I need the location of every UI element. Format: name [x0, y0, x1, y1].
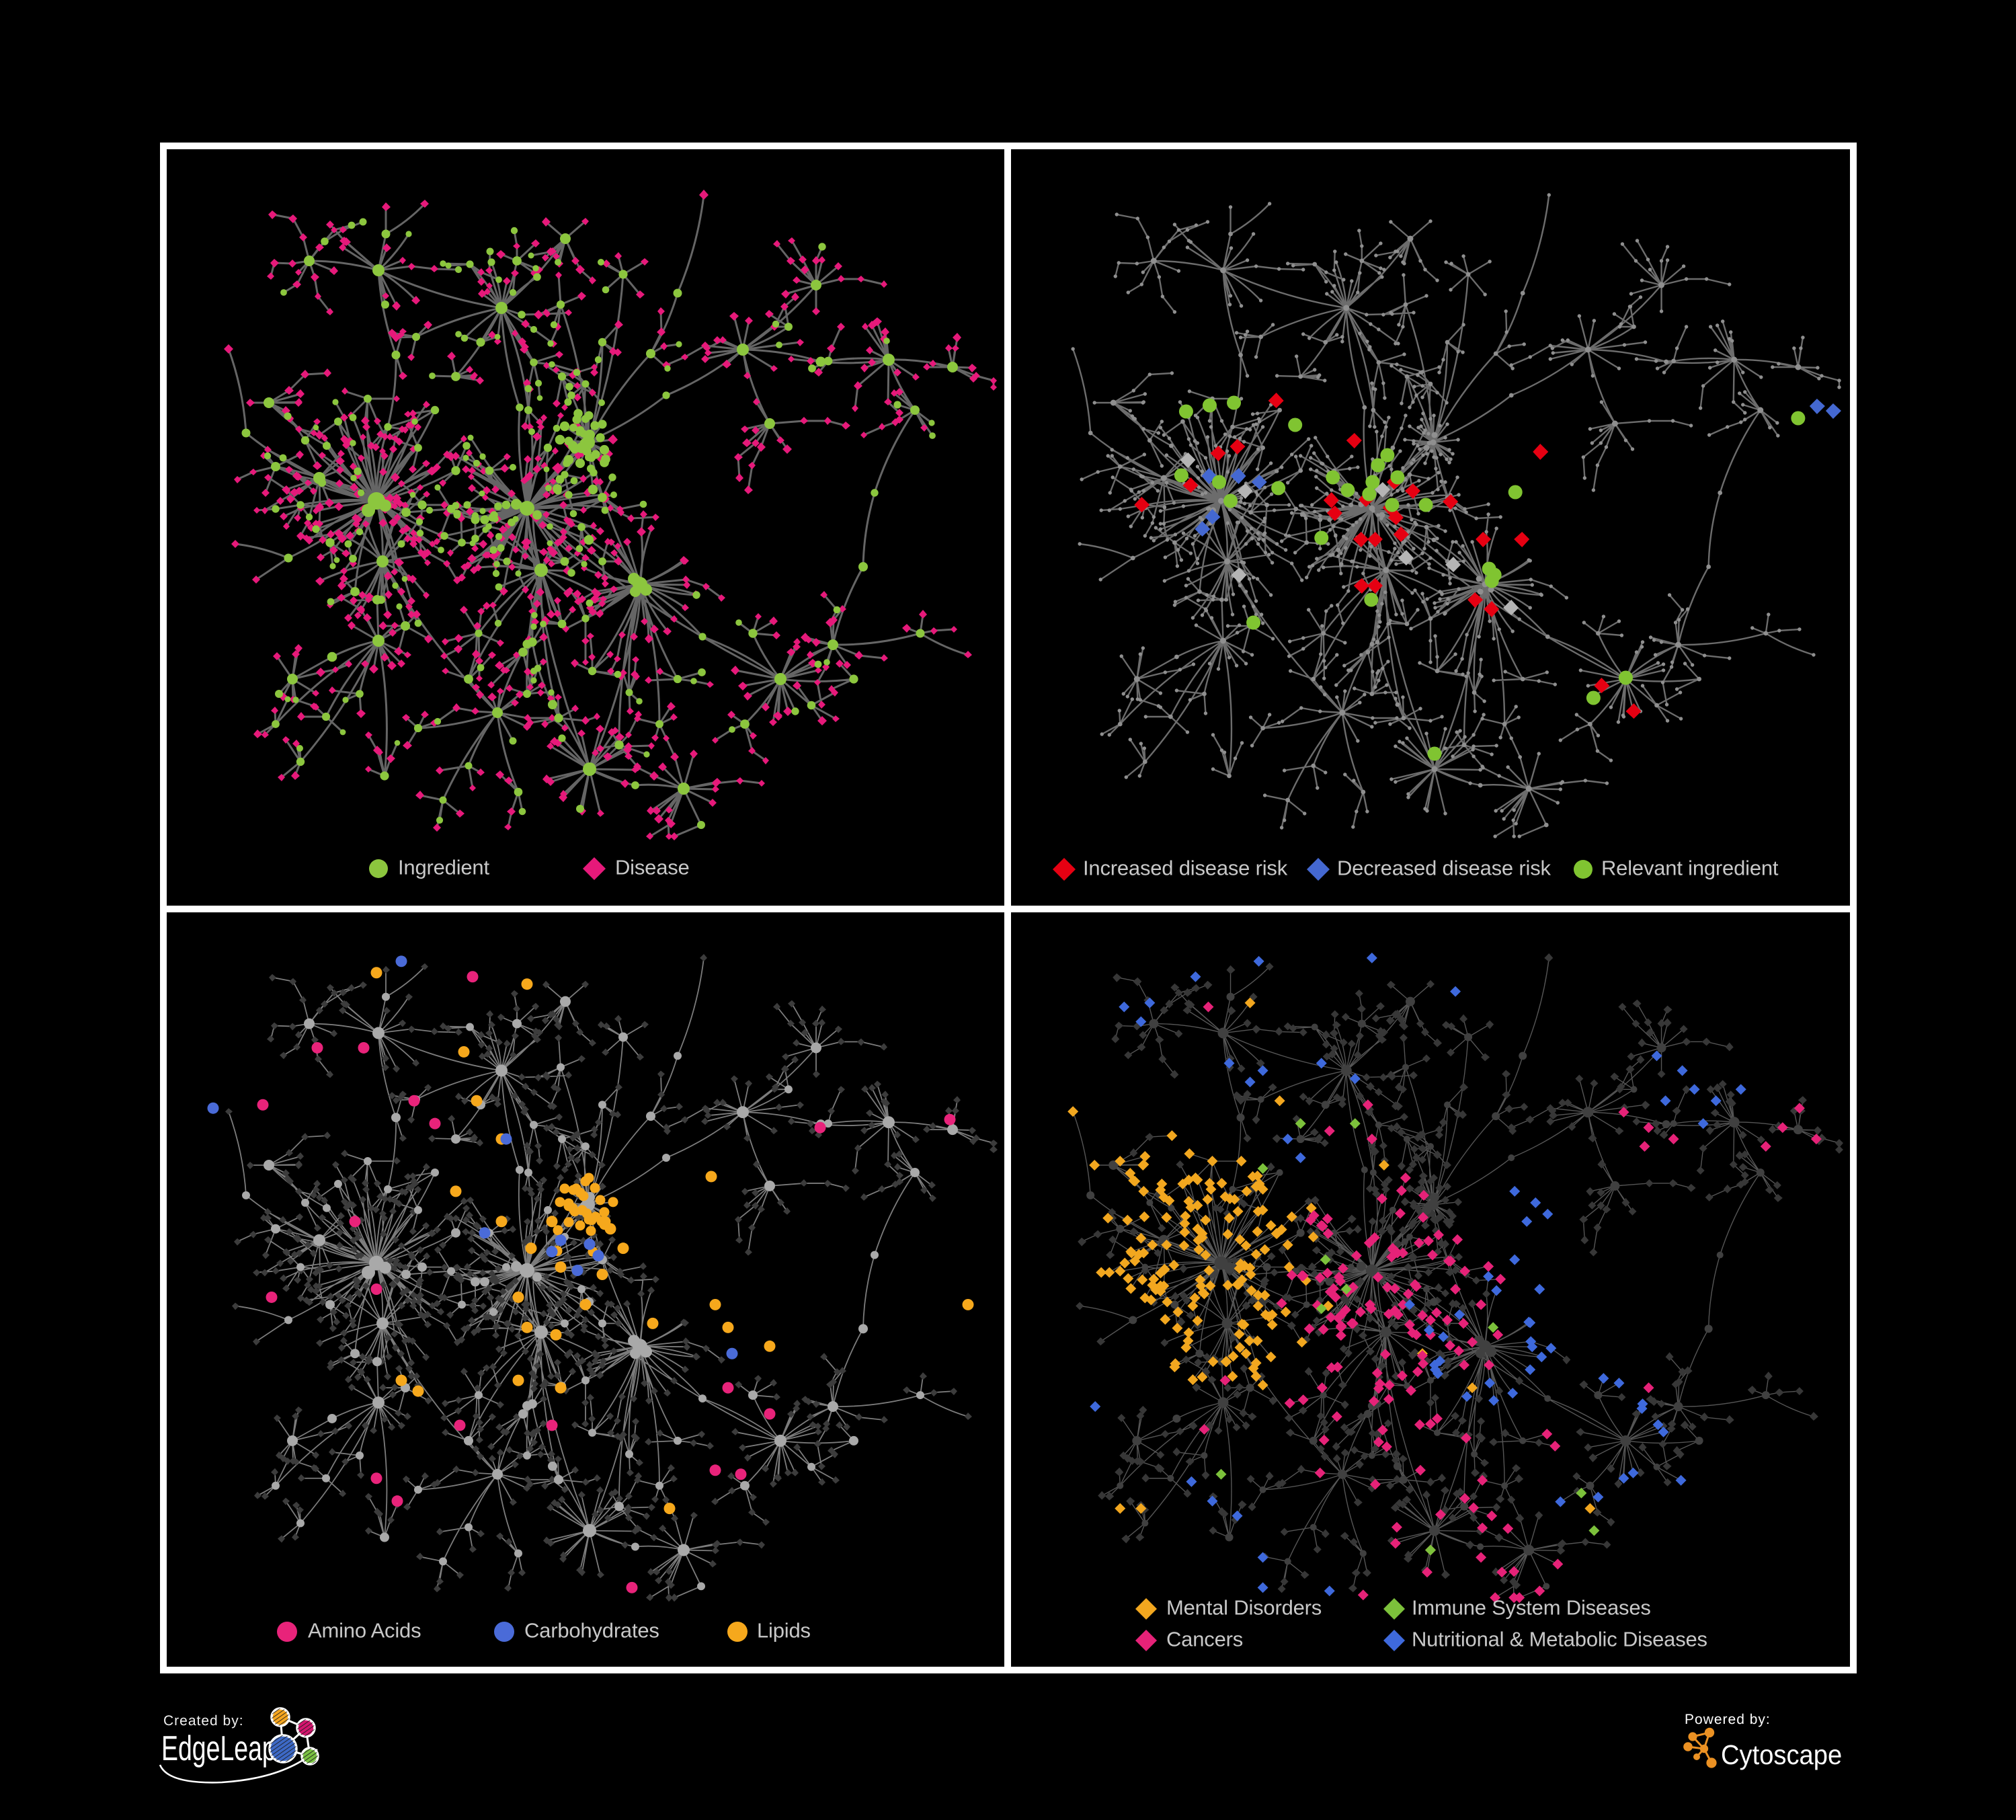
svg-text:Cytoscape: Cytoscape: [1721, 1739, 1842, 1770]
svg-text:Powered by:: Powered by:: [1685, 1712, 1771, 1727]
svg-text:Created by:: Created by:: [163, 1713, 244, 1729]
svg-text:EdgeLeap: EdgeLeap: [161, 1729, 276, 1768]
